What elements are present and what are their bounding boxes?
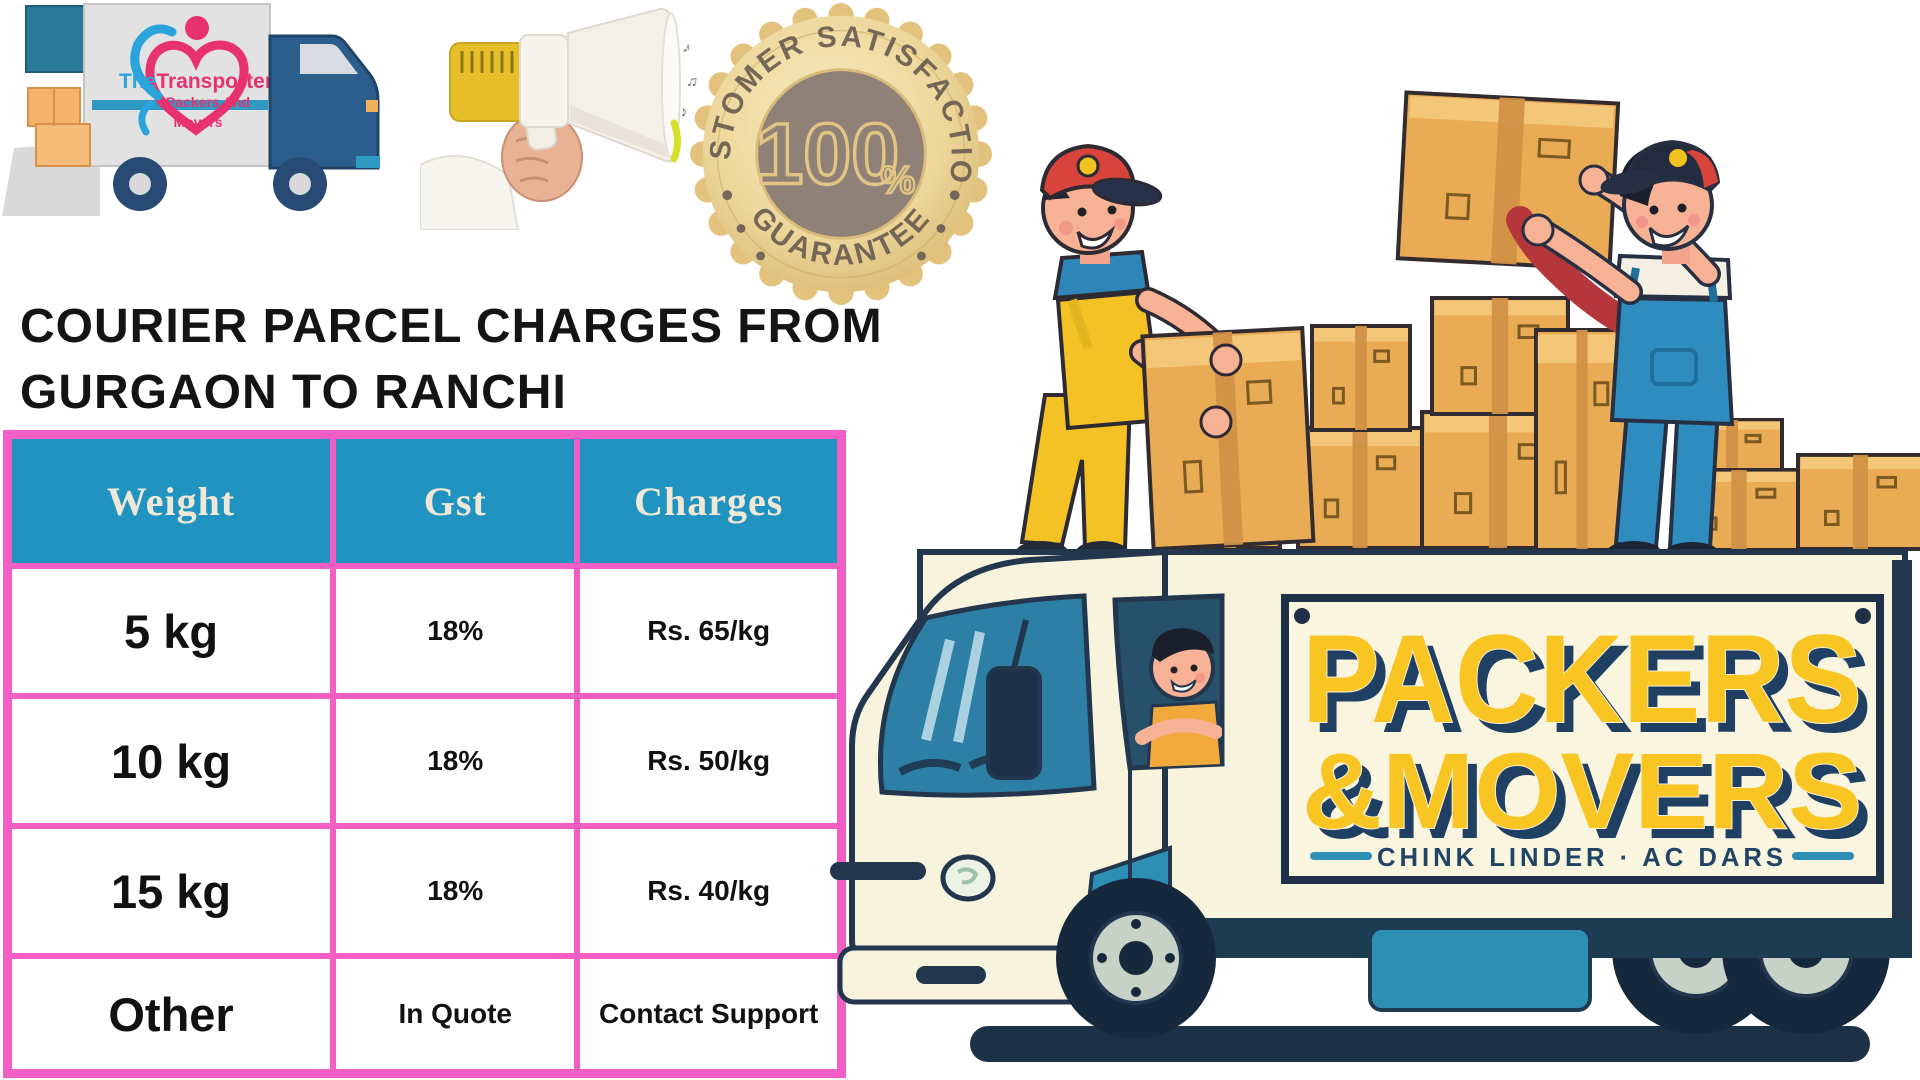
column-header-weight: Weight — [9, 436, 334, 566]
headlight-icon — [940, 854, 996, 902]
yellow-accent-stroke — [670, 119, 681, 163]
sign-line2: &MOVERS — [1302, 730, 1862, 851]
table-cell-charges: Rs. 40/kg — [577, 826, 840, 956]
table-cell-weight: 5 kg — [9, 566, 334, 696]
badge-center — [755, 68, 927, 240]
table-cell-gst: In Quote — [333, 956, 578, 1072]
worker-left-icon — [1016, 143, 1313, 563]
brand-truck-icon: TheTransporter Packers And Movers — [2, 3, 380, 216]
brand-line2: Packers And — [166, 94, 250, 110]
loading-boxes-icon — [27, 87, 91, 167]
brand-name: TheTransporter — [119, 70, 273, 93]
table-cell-charges: Rs. 65/kg — [577, 566, 840, 696]
front-wheel-icon — [1056, 878, 1216, 1038]
truck-shadow — [970, 1026, 1870, 1062]
side-mirror-icon — [986, 666, 1042, 780]
movers-illustration: PACKERS PACKERS &MOVERS &MOVERS CHINK LI… — [830, 0, 1920, 1062]
table-cell-charges: Contact Support — [577, 956, 840, 1072]
logo-wheels-icon — [113, 157, 327, 211]
table-cell-gst: 18% — [333, 566, 578, 696]
truck-door-icon — [25, 5, 85, 73]
badge-percent: % — [880, 158, 915, 202]
guarantee-badge: CUSTOMER SATISFACTION GUARANTEE 100 % — [690, 3, 992, 305]
page-title-line2: GURGAON TO RANCHI — [20, 366, 567, 419]
sound-note-icon: ♫ — [685, 72, 699, 91]
table-cell-gst: 18% — [333, 696, 578, 826]
fuel-tank-icon — [1368, 926, 1592, 1012]
table-cell-weight: 10 kg — [9, 696, 334, 826]
cargo-stripe — [92, 100, 268, 110]
badge-dots — [722, 190, 960, 261]
logo-cab-icon — [268, 34, 380, 170]
badge-value: 100 — [755, 106, 899, 202]
megaphone-icon: ♪ ♫ ♪ — [420, 7, 699, 230]
brand-line3: Movers — [173, 114, 222, 130]
table-cell-weight: Other — [9, 956, 334, 1072]
driver-icon — [1135, 628, 1222, 768]
truck-cab — [830, 548, 1225, 1005]
sleeve-icon — [420, 155, 520, 230]
sign-subtitle: CHINK LINDER · AC DARS — [1377, 842, 1787, 872]
logo-heart-icon — [130, 16, 249, 136]
box-truck-icon: PACKERS PACKERS &MOVERS &MOVERS CHINK LI… — [830, 548, 1912, 1062]
sign-line1-shadow: PACKERS — [1312, 620, 1872, 759]
table-cell-gst: 18% — [333, 826, 578, 956]
sign-line2-shadow: &MOVERS — [1312, 740, 1872, 861]
truck-sign: PACKERS PACKERS &MOVERS &MOVERS CHINK LI… — [1281, 594, 1884, 884]
page-title-line1: COURIER PARCEL CHARGES FROM — [20, 300, 883, 353]
sound-note-icon: ♪ — [678, 103, 689, 121]
column-header-gst: Gst — [333, 436, 578, 566]
table-cell-weight: 15 kg — [9, 826, 334, 956]
page-title: COURIER PARCEL CHARGES FROM GURGAON TO R… — [20, 294, 900, 426]
column-header-charges: Charges — [577, 436, 840, 566]
sign-line1: PACKERS — [1302, 610, 1862, 749]
table-cell-charges: Rs. 50/kg — [577, 696, 840, 826]
logo-hand-swoosh-icon — [130, 24, 177, 101]
rates-table: Weight Gst Charges 5 kg 18% Rs. 65/kg 10… — [3, 430, 846, 1078]
